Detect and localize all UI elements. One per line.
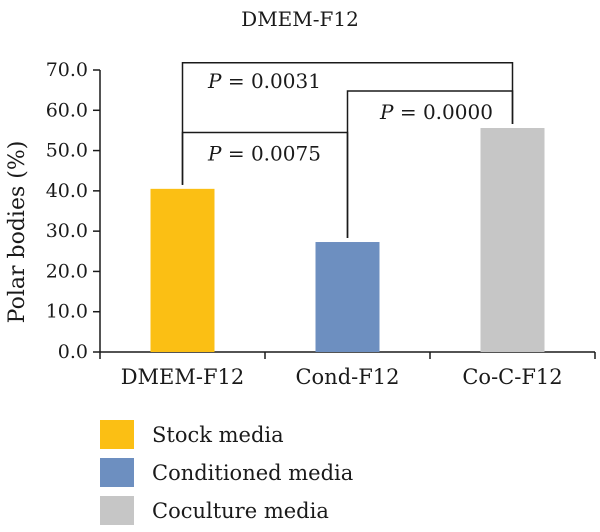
significance-bracket: [346, 90, 514, 239]
bar-chart: DMEM-F12 Polar bodies (%) 0.0 10.0 20.0 30.…: [5, 7, 596, 389]
y-tick-label: 40.0: [46, 180, 88, 202]
legend-item-conditioned-media: Conditioned media: [100, 454, 353, 491]
x-tick-label: Cond-F12: [295, 365, 399, 389]
y-tick-label: 20.0: [46, 260, 88, 282]
legend-swatch-coculture-media: [100, 496, 134, 525]
y-tick-label: 0.0: [58, 341, 88, 363]
legend-label-conditioned-media: Conditioned media: [152, 460, 354, 485]
legend: Stock media Conditioned media Coculture …: [100, 416, 353, 530]
p-value-label: P = 0.0031: [207, 69, 321, 93]
legend-label-stock-media: Stock media: [152, 422, 284, 447]
y-axis-label: Polar bodies (%): [5, 141, 30, 324]
chart-title: DMEM-F12: [241, 7, 359, 31]
bar-dmem-f12: [150, 188, 215, 352]
y-tick-label: 50.0: [46, 140, 88, 162]
x-tick-label: DMEM-F12: [121, 365, 245, 389]
p-value-label: P = 0.0000: [379, 100, 493, 124]
x-tick-label: Co-C-F12: [462, 365, 562, 389]
legend-item-stock-media: Stock media: [100, 416, 353, 453]
y-tick-label: 10.0: [46, 301, 88, 323]
legend-swatch-stock-media: [100, 420, 134, 449]
y-tick-label: 60.0: [46, 99, 88, 121]
legend-item-coculture-media: Coculture media: [100, 492, 353, 529]
y-tick-label: 30.0: [46, 220, 88, 242]
y-tick-label: 70.0: [46, 59, 88, 81]
bar-cond-f12: [315, 242, 380, 352]
legend-swatch-conditioned-media: [100, 458, 134, 487]
p-value-label: P = 0.0075: [207, 142, 321, 166]
bar-co-c-f12: [480, 128, 545, 352]
legend-label-coculture-media: Coculture media: [152, 498, 329, 523]
